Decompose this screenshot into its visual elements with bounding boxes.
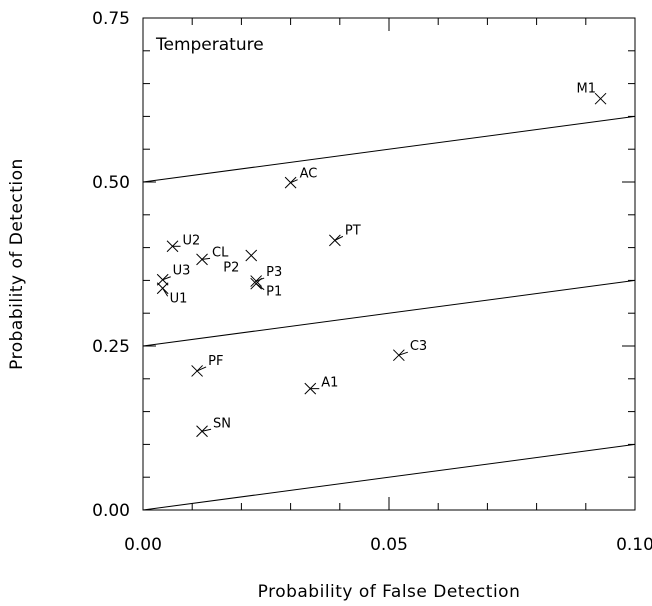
label-leader — [162, 288, 169, 297]
data-point-u2: U2 — [166, 233, 201, 253]
reference-line-3 — [142, 443, 636, 511]
data-point-ac: AC — [284, 167, 318, 189]
data-point-a1: A1 — [304, 376, 338, 395]
reference-line-1 — [142, 115, 636, 183]
point-label: U3 — [173, 264, 191, 279]
label-leader — [162, 276, 171, 281]
y-tick-label: 0.75 — [92, 9, 130, 29]
label-leader — [290, 179, 298, 184]
data-point-m1: M1 — [577, 82, 607, 105]
label-leader — [196, 366, 207, 372]
y-axis-label: Probability of Detection — [7, 158, 27, 370]
chart-title: Temperature — [155, 35, 264, 55]
point-label: PF — [208, 354, 223, 369]
label-leader — [201, 428, 212, 432]
data-point-pf: PF — [191, 354, 223, 377]
point-label: M1 — [577, 82, 597, 97]
data-point-c3: C3 — [392, 339, 427, 362]
point-label: CL — [212, 245, 229, 260]
point-label: SN — [213, 416, 231, 431]
label-leader — [201, 257, 211, 260]
label-leader — [398, 351, 408, 356]
label-leader — [334, 235, 344, 241]
point-label: PT — [345, 223, 361, 238]
label-leader — [255, 283, 265, 291]
point-label: C3 — [410, 339, 427, 354]
point-label: P1 — [266, 285, 282, 300]
point-label: P2 — [223, 260, 239, 275]
y-tick-label: 0.00 — [92, 501, 130, 521]
point-label: U1 — [170, 291, 188, 306]
y-tick-label: 0.50 — [92, 173, 130, 193]
data-point-u3: U3 — [156, 264, 191, 286]
x-tick-label: 0.00 — [124, 535, 162, 555]
data-point-sn: SN — [196, 416, 231, 438]
data-point-p1: P1 — [250, 277, 282, 300]
plot-frame — [142, 17, 636, 511]
y-tick-label: 0.25 — [92, 337, 130, 357]
x-tick-label: 0.05 — [370, 535, 408, 555]
x-tick-label: 0.10 — [616, 535, 652, 555]
data-point-pt: PT — [329, 223, 361, 247]
reference-lines — [142, 115, 636, 511]
x-axis-label: Probability of False Detection — [258, 582, 521, 602]
data-point-cl: CL — [196, 245, 229, 266]
point-label: A1 — [321, 376, 338, 391]
data-point-u1: U1 — [156, 282, 188, 306]
point-label: P3 — [266, 265, 282, 280]
axis-ticks: 0.00 0.05 0.10 0.00 0.25 0.50 0.75 — [92, 9, 652, 555]
point-marker — [245, 249, 258, 262]
reference-line-2 — [142, 279, 636, 347]
data-point-p3: P3 — [250, 265, 282, 287]
point-label: U2 — [183, 233, 201, 248]
point-marker — [594, 92, 607, 105]
point-label: AC — [300, 167, 318, 182]
data-point-p2: P2 — [223, 249, 258, 275]
